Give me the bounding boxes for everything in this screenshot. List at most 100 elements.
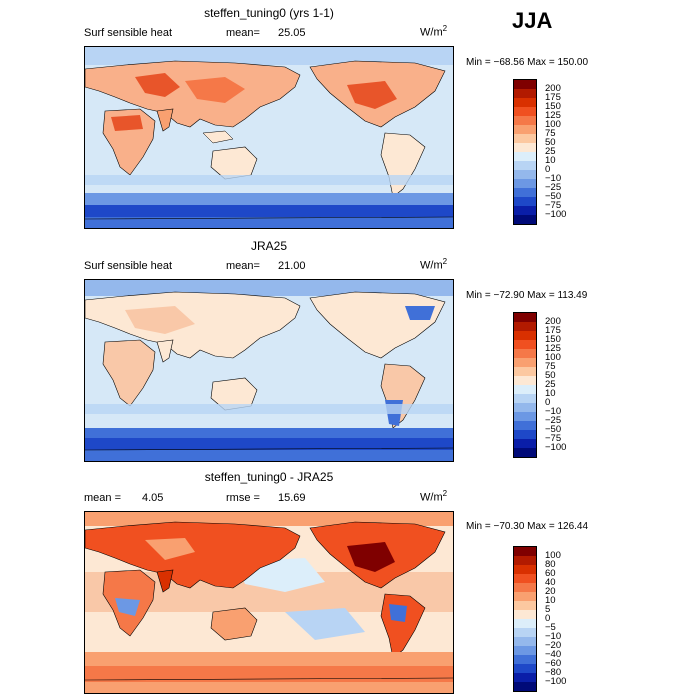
colorbar-tick-label: −5 [545,622,556,633]
colorbar-swatch [514,206,536,215]
colorbar-swatch [514,134,536,143]
colorbar-swatch [514,619,536,628]
colorbar-swatch [514,80,536,89]
colorbar-swatch [514,448,536,457]
colorbar-tick-label: 175 [545,92,561,103]
colorbar-swatch [514,376,536,385]
colorbar-swatch [514,331,536,340]
panel-2-colorbar-labels: 200 175 150 125 100 75 50 25 10 0 −10 −25 −50 −75 −100 [545,316,566,453]
colorbar-swatch [514,565,536,574]
colorbar-swatch [514,98,536,107]
colorbar-tick-label: 60 [545,568,556,579]
colorbar-swatch [514,125,536,134]
colorbar-tick-label: −100 [545,209,567,220]
colorbar-swatch [514,143,536,152]
panel-2-map [84,279,454,462]
colorbar-tick-label: 125 [545,110,561,121]
colorbar-tick-label: 200 [545,83,561,94]
panel-1-units: W/m2 [420,24,448,39]
panel-2-mean-value: 21.00 [278,260,306,272]
colorbar-tick-label: −10 [545,631,562,642]
panel-1-minmax: Min = −68.56 Max = 150.00 [466,57,589,68]
colorbar-swatch [514,89,536,98]
colorbar-tick-label: −40 [545,649,562,660]
panel-1-title: steffen_tuning0 (yrs 1-1) [204,6,334,20]
colorbar-tick-label: 200 [545,316,561,327]
colorbar-tick-label: 10 [545,595,556,606]
colorbar-tick-label: −50 [545,424,562,435]
panel-3-colorbar-labels: 100 80 60 40 20 10 5 0 −5 −10 −20 −40 −60 −80 −100 [545,550,566,687]
colorbar-swatch [514,349,536,358]
panel-2-units: W/m2 [420,257,448,272]
panel-3-title: steffen_tuning0 - JRA25 [204,470,334,484]
colorbar-swatch [514,313,536,322]
colorbar-tick-label: 125 [545,343,561,354]
colorbar-tick-label: 25 [545,379,556,390]
colorbar-tick-label: 0 [545,397,551,408]
colorbar-swatch [514,628,536,637]
colorbar-swatch [514,152,536,161]
colorbar-tick-label: 20 [545,586,556,597]
colorbar-swatch [514,179,536,188]
colorbar-swatch [514,637,536,646]
colorbar-tick-label: −75 [545,433,562,444]
colorbar-swatch [514,161,536,170]
panel-3-minmax: Min = −70.30 Max = 126.44 [466,521,589,532]
colorbar-swatch [514,170,536,179]
colorbar-swatch [514,673,536,682]
colorbar-tick-label: 0 [545,613,551,624]
colorbar-swatch [514,601,536,610]
colorbar-swatch [514,358,536,367]
colorbar-tick-label: −10 [545,173,562,184]
colorbar-tick-label: −25 [545,415,562,426]
colorbar-swatch [514,394,536,403]
colorbar-tick-label: 75 [545,361,556,372]
colorbar-tick-label: 40 [545,577,556,588]
colorbar-swatch [514,646,536,655]
panel-3-rmse-value: 15.69 [278,492,306,504]
colorbar-swatch [514,421,536,430]
colorbar-tick-label: 150 [545,334,561,345]
panel-3-colorbar [513,546,537,692]
colorbar-tick-label: −80 [545,667,562,678]
colorbar-tick-label: 100 [545,550,561,561]
colorbar-swatch [514,340,536,349]
colorbar-swatch [514,610,536,619]
colorbar-tick-label: −10 [545,406,562,417]
colorbar-swatch [514,664,536,673]
colorbar-swatch [514,412,536,421]
colorbar-swatch [514,583,536,592]
colorbar-tick-label: 75 [545,128,556,139]
panel-1-colorbar-labels: 200 175 150 125 100 75 50 25 10 0 −10 −25 −50 −75 −100 [545,83,567,220]
colorbar-swatch [514,547,536,556]
season-label: JJA [512,8,553,33]
panel-2-variable-label: Surf sensible heat [84,260,173,272]
colorbar-swatch [514,556,536,565]
colorbar-tick-label: 10 [545,388,556,399]
colorbar-swatch [514,107,536,116]
colorbar-swatch [514,574,536,583]
colorbar-tick-label: −25 [545,182,562,193]
colorbar-tick-label: −75 [545,200,562,211]
colorbar-tick-label: 25 [545,146,556,157]
colorbar-swatch [514,682,536,691]
colorbar-swatch [514,367,536,376]
panel-3-units: W/m2 [420,489,448,504]
colorbar-tick-label: 100 [545,352,561,363]
colorbar-swatch [514,322,536,331]
panel-3-map [84,511,454,694]
colorbar-tick-label: 10 [545,155,556,166]
panel-1-colorbar [513,79,537,225]
panel-3-mean-label: mean = [84,492,121,504]
colorbar-tick-label: 175 [545,325,561,336]
panel-1-mean-label: mean= [226,27,260,39]
colorbar-tick-label: 50 [545,137,556,148]
panel-1-variable-label: Surf sensible heat [84,27,173,39]
colorbar-swatch [514,592,536,601]
panel-2-minmax: Min = −72.90 Max = 113.49 [466,290,588,301]
colorbar-tick-label: −20 [545,640,562,651]
colorbar-swatch [514,188,536,197]
panel-3-mean-value: 4.05 [142,492,164,504]
colorbar-swatch [514,655,536,664]
panel-1-mean-value: 25.05 [278,27,306,39]
